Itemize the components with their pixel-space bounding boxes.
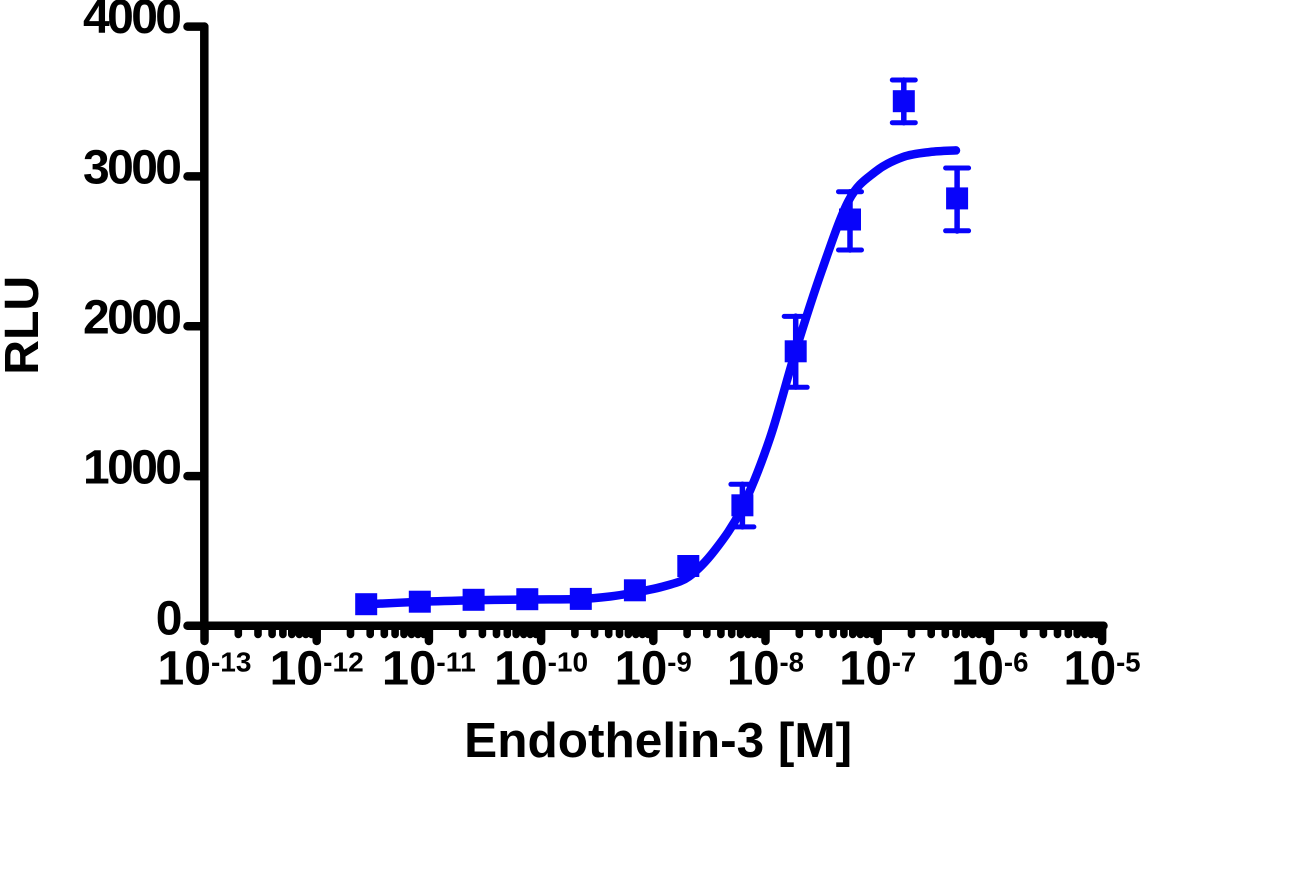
- svg-text:Endothelin-3 [M]: Endothelin-3 [M]: [464, 714, 852, 768]
- svg-text:2000: 2000: [83, 291, 182, 344]
- svg-text:10-9: 10-9: [615, 642, 692, 695]
- svg-text:4000: 4000: [83, 0, 182, 44]
- svg-text:10-8: 10-8: [727, 642, 804, 695]
- svg-text:3000: 3000: [83, 142, 182, 195]
- svg-text:RLU: RLU: [0, 276, 49, 375]
- svg-text:1000: 1000: [83, 441, 182, 494]
- svg-text:0: 0: [156, 592, 183, 645]
